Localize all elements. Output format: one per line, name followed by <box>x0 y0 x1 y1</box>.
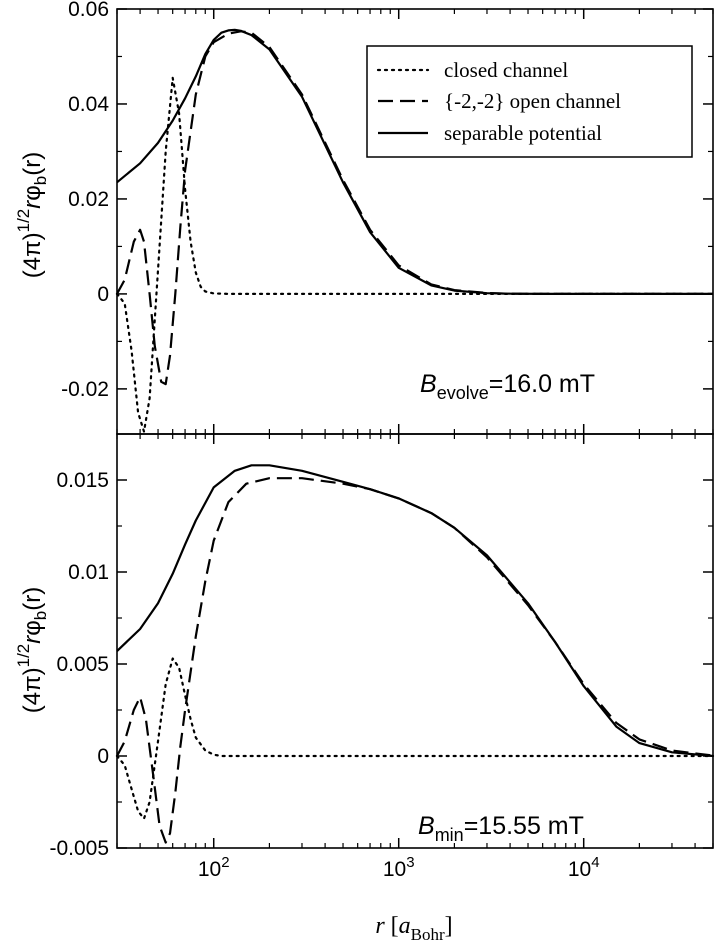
x-tick-label: 102 <box>198 854 230 881</box>
bottom-annotation-rest: =15.55 mT <box>464 812 584 840</box>
xlabel-open: [ <box>385 913 399 939</box>
legend: closed channel {-2,-2} open channel sepa… <box>366 45 693 158</box>
top-ylabel-r: r <box>19 200 46 209</box>
top-series-dotted <box>115 76 715 433</box>
x-tick-label: 103 <box>383 854 415 881</box>
legend-label-closed: closed channel <box>444 58 568 82</box>
bottom-ylabel-phi: φ <box>19 620 46 636</box>
x-tick-label: 104 <box>568 854 600 881</box>
legend-label-separable: separable potential <box>444 121 602 145</box>
bottom-ylabel-sup: 1/2 <box>14 644 33 668</box>
bottom-ylabel-arg: (r) <box>19 587 46 611</box>
top-y-tick-label: -0.02 <box>61 378 109 401</box>
bottom-annotation: Bmin=15.55 mT <box>418 812 584 845</box>
top-y-tick-label: 0 <box>97 283 109 306</box>
bottom-ylabel-r: r <box>19 635 46 644</box>
bottom-y-tick-label: 0 <box>97 745 109 768</box>
top-ylabel-sub: b <box>31 176 50 185</box>
top-ylabel-sup: 1/2 <box>14 209 33 233</box>
bottom-annotation-main: B <box>418 812 435 840</box>
bottom-y-tick-label: 0.005 <box>56 653 109 676</box>
top-y-tick-label: 0.06 <box>68 0 109 21</box>
xlabel-sub: Bohr <box>411 925 445 944</box>
top-y-tick-label: 0.04 <box>68 93 109 116</box>
top-y-tick-label: 0.02 <box>68 188 109 211</box>
legend-label-open: {-2,-2} open channel <box>444 89 621 113</box>
top-series-solid <box>116 28 713 295</box>
bottom-plot-frame <box>116 433 714 849</box>
top-ylabel-prefix: (4π) <box>19 232 46 278</box>
legend-frame <box>366 45 693 158</box>
bottom-annotation-sub: min <box>435 825 464 845</box>
x-axis-label: r [aBohr] <box>375 913 452 944</box>
xlabel-r: r <box>375 913 385 939</box>
top-annotation-sub: evolve <box>437 383 489 403</box>
top-annotation-rest: =16.0 mT <box>489 370 595 398</box>
bottom-y-tick-label: -0.005 <box>49 837 109 860</box>
top-annotation: Bevolve=16.0 mT <box>420 370 595 403</box>
bottom-series-solid <box>116 464 714 758</box>
bottom-y-axis-label: (4π)1/2rφb(r) <box>14 587 50 714</box>
bottom-ylabel-sub: b <box>31 611 50 620</box>
bottom-y-tick-label: 0.015 <box>56 469 109 492</box>
bottom-ylabel-prefix: (4π) <box>19 667 46 713</box>
top-ylabel-arg: (r) <box>19 152 46 176</box>
top-ylabel-phi: φ <box>19 185 46 201</box>
bottom-series-dotted <box>115 657 715 820</box>
top-y-axis-label: (4π)1/2rφb(r) <box>14 152 50 279</box>
xlabel-close: ] <box>445 913 453 939</box>
top-annotation-main: B <box>420 370 437 398</box>
bottom-y-tick-label: 0.01 <box>68 561 109 584</box>
xlabel-a: a <box>399 913 411 939</box>
bottom-series-dashed <box>116 477 714 844</box>
